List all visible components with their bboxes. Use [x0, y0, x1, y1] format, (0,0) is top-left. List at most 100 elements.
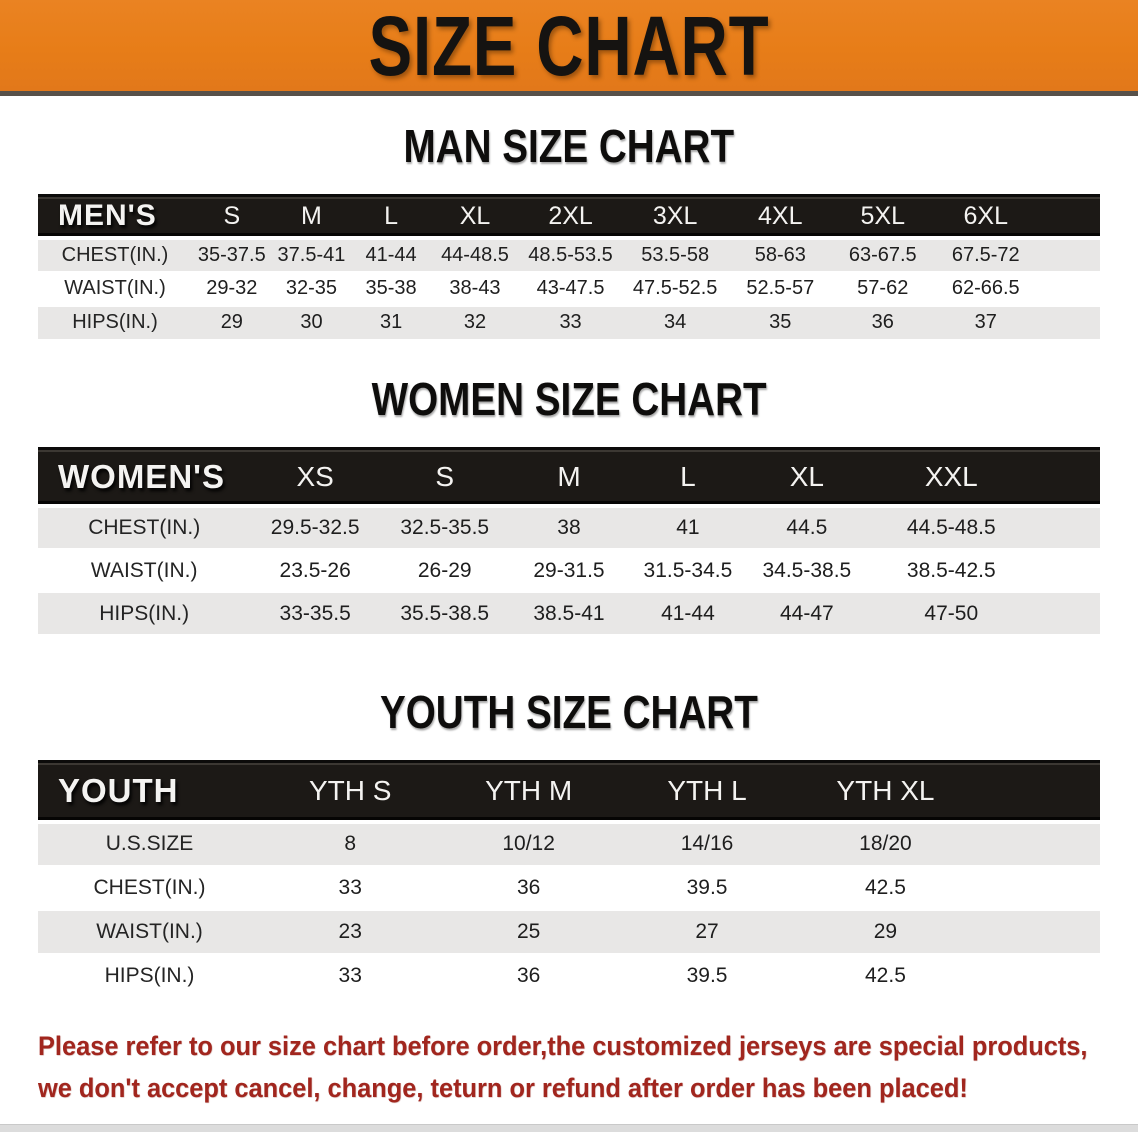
table-cell: 67.5-72 — [933, 236, 1039, 273]
table-filler-cell — [974, 952, 1100, 999]
women-column-header-xl: XL — [747, 446, 867, 508]
youth-column-header-m: YTH M — [439, 760, 618, 824]
row-label: HIPS(IN.) — [38, 591, 251, 636]
men-column-header-5xl: 5XL — [832, 194, 934, 240]
table-filler-cell — [1038, 236, 1100, 273]
table-cell: 37.5-41 — [271, 236, 352, 273]
table-cell: 39.5 — [617, 864, 797, 911]
row-label: CHEST(IN.) — [38, 864, 262, 911]
youth-waist-row: WAIST(IN.) 23 25 27 29 — [38, 908, 1100, 955]
table-cell: 63-67.5 — [832, 236, 934, 273]
table-cell: 44.5-48.5 — [866, 505, 1037, 550]
table-cell: 18/20 — [796, 820, 975, 867]
men-column-header-xl: XL — [430, 194, 520, 240]
row-label: WAIST(IN.) — [38, 548, 251, 593]
row-label: U.S.SIZE — [38, 820, 262, 867]
table-cell: 36 — [439, 864, 618, 911]
table-cell: 47-50 — [866, 591, 1037, 636]
table-cell: 29 — [796, 908, 975, 955]
men-column-header-l: L — [351, 194, 431, 240]
table-cell: 29-32 — [192, 270, 272, 307]
table-cell: 38-43 — [430, 270, 520, 307]
banner: SIZE CHART — [0, 0, 1138, 96]
men-column-header-s: S — [192, 194, 272, 240]
table-cell: 32-35 — [271, 270, 352, 307]
table-cell: 27 — [617, 908, 797, 955]
table-cell: 8 — [261, 820, 440, 867]
table-cell: 23.5-26 — [250, 548, 380, 593]
table-cell: 39.5 — [617, 952, 797, 999]
men-section-title: MAN SIZE CHART — [0, 122, 1138, 172]
table-cell: 32 — [430, 304, 520, 341]
youth-column-header-l: YTH L — [617, 760, 797, 824]
table-cell: 42.5 — [796, 864, 975, 911]
women-chest-row: CHEST(IN.) 29.5-32.5 32.5-35.5 38 41 44.… — [38, 505, 1100, 550]
youth-table-label: YOUTH — [38, 760, 262, 824]
table-cell: 38 — [509, 505, 629, 550]
row-label: CHEST(IN.) — [38, 236, 192, 273]
youth-column-header-xl: YTH XL — [796, 760, 975, 824]
women-column-header-s: S — [379, 446, 510, 508]
table-cell: 33 — [261, 952, 440, 999]
table-cell: 23 — [261, 908, 440, 955]
table-cell: 33-35.5 — [250, 591, 380, 636]
table-cell: 29.5-32.5 — [250, 505, 380, 550]
table-cell: 29-31.5 — [509, 548, 629, 593]
table-cell: 33 — [519, 304, 623, 341]
disclaimer-line-2: we don't accept cancel, change, teturn o… — [38, 1072, 968, 1103]
row-label: HIPS(IN.) — [38, 952, 262, 999]
women-hips-row: HIPS(IN.) 33-35.5 35.5-38.5 38.5-41 41-4… — [38, 591, 1100, 636]
table-cell: 35.5-38.5 — [379, 591, 510, 636]
table-cell: 52.5-57 — [728, 270, 833, 307]
table-cell: 36 — [832, 304, 934, 341]
table-filler-cell — [1038, 304, 1100, 341]
youth-table-header-row: YOUTH YTH S YTH M YTH L YTH XL — [38, 760, 1100, 824]
women-section-title-text: WOMEN SIZE CHART — [371, 372, 767, 425]
row-label: WAIST(IN.) — [38, 270, 192, 307]
men-column-header-4xl: 4XL — [728, 194, 833, 240]
men-section-title-text: MAN SIZE CHART — [403, 120, 735, 172]
women-column-header-m: M — [509, 446, 629, 508]
men-column-header-2xl: 2XL — [519, 194, 623, 240]
table-cell: 33 — [261, 864, 440, 911]
table-cell: 38.5-42.5 — [866, 548, 1037, 593]
women-table-header-row: WOMEN'S XS S M L XL XXL — [38, 446, 1100, 508]
youth-size-table: YOUTH YTH S YTH M YTH L YTH XL U.S.SIZE … — [38, 760, 1100, 999]
youth-column-header-s: YTH S — [261, 760, 440, 824]
table-cell: 38.5-41 — [509, 591, 629, 636]
table-filler-cell — [974, 864, 1100, 911]
table-cell: 37 — [933, 304, 1039, 341]
table-cell: 14/16 — [617, 820, 797, 867]
men-column-header-m: M — [271, 194, 352, 240]
table-cell: 35 — [728, 304, 833, 341]
youth-header-filler — [974, 760, 1100, 824]
table-filler-cell — [1036, 591, 1100, 636]
youth-ussize-row: U.S.SIZE 8 10/12 14/16 18/20 — [38, 820, 1100, 867]
table-cell: 47.5-52.5 — [622, 270, 729, 307]
table-cell: 34.5-38.5 — [747, 548, 867, 593]
table-cell: 41-44 — [351, 236, 431, 273]
table-filler-cell — [974, 908, 1100, 955]
youth-section-title-text: YOUTH SIZE CHART — [380, 686, 758, 738]
table-cell: 34 — [622, 304, 729, 341]
women-size-table: WOMEN'S XS S M L XL XXL CHEST(IN.) 29.5-… — [38, 446, 1100, 636]
women-section-title: WOMEN SIZE CHART — [0, 375, 1138, 425]
men-column-header-6xl: 6XL — [933, 194, 1039, 240]
table-filler-cell — [1036, 505, 1100, 550]
table-cell: 35-37.5 — [192, 236, 272, 273]
women-column-header-xs: XS — [250, 446, 380, 508]
table-cell: 53.5-58 — [622, 236, 729, 273]
table-cell: 31.5-34.5 — [628, 548, 748, 593]
disclaimer-line-1: Please refer to our size chart before or… — [38, 1030, 1088, 1061]
women-column-header-xxl: XXL — [866, 446, 1037, 508]
table-cell: 41-44 — [628, 591, 748, 636]
women-waist-row: WAIST(IN.) 23.5-26 26-29 29-31.5 31.5-34… — [38, 548, 1100, 593]
table-cell: 43-47.5 — [519, 270, 623, 307]
table-cell: 26-29 — [379, 548, 510, 593]
table-cell: 25 — [439, 908, 618, 955]
table-cell: 41 — [628, 505, 748, 550]
bottom-edge-strip — [0, 1124, 1138, 1132]
table-cell: 30 — [271, 304, 352, 341]
men-header-filler — [1038, 194, 1100, 240]
